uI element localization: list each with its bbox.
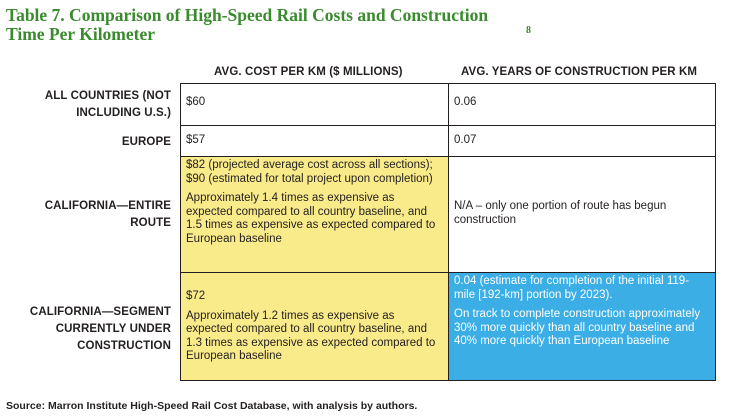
cell-text: 0.06: [454, 96, 477, 108]
cell-california-segment-years: 0.04 (estimate for completion of the ini…: [448, 272, 716, 380]
cell-text: Approximately 1.4 times as expensive as …: [186, 192, 436, 245]
cell-california-route-years: N/A – only one portion of route has begu…: [448, 156, 716, 272]
cell-text: N/A – only one portion of route has begu…: [454, 200, 667, 226]
cell-europe-cost: $57: [180, 125, 448, 156]
cell-text: 0.04 (estimate for completion of the ini…: [454, 275, 690, 301]
cell-text: $72: [186, 290, 206, 302]
footnote-marker: 8: [526, 25, 531, 37]
row-label-europe: EUROPE: [121, 136, 171, 148]
row-label-all-countries: ALL COUNTRIES (NOT INCLUDING U.S.): [44, 90, 171, 119]
cell-text: 0.07: [454, 134, 477, 146]
table-title-text: Table 7. Comparison of High-Speed Rail C…: [6, 5, 489, 44]
row-label-california-entire-route: CALIFORNIA—ENTIRE ROUTE: [44, 200, 171, 229]
cell-text: $57: [186, 134, 206, 146]
source-note: Source: Marron Institute High-Speed Rail…: [6, 400, 418, 412]
cell-text: $60: [186, 96, 206, 108]
cell-text: On track to complete construction approx…: [454, 308, 701, 347]
row-label-california-segment: CALIFORNIA—SEGMENT CURRENTLY UNDER CONST…: [29, 306, 171, 352]
cell-california-segment-cost: $72 Approximately 1.2 times as expensive…: [180, 272, 448, 380]
cell-california-route-cost: $82 (projected average cost across all s…: [180, 156, 448, 272]
column-header-years: AVG. YEARS OF CONSTRUCTION PER KM: [461, 66, 698, 78]
cell-text: $82 (projected average cost across all s…: [186, 159, 433, 185]
grid-line-left: [180, 83, 181, 381]
column-header-cost: AVG. COST PER KM ($ MILLIONS): [214, 66, 403, 78]
grid-line-middle: [448, 83, 449, 381]
cell-all-countries-years: 0.06: [448, 83, 716, 125]
cell-text: Approximately 1.2 times as expensive as …: [186, 309, 436, 363]
table-title: Table 7. Comparison of High-Speed Rail C…: [6, 6, 531, 44]
grid-line-right: [715, 83, 716, 381]
cell-europe-years: 0.07: [448, 125, 716, 156]
cell-all-countries-cost: $60: [180, 83, 448, 125]
